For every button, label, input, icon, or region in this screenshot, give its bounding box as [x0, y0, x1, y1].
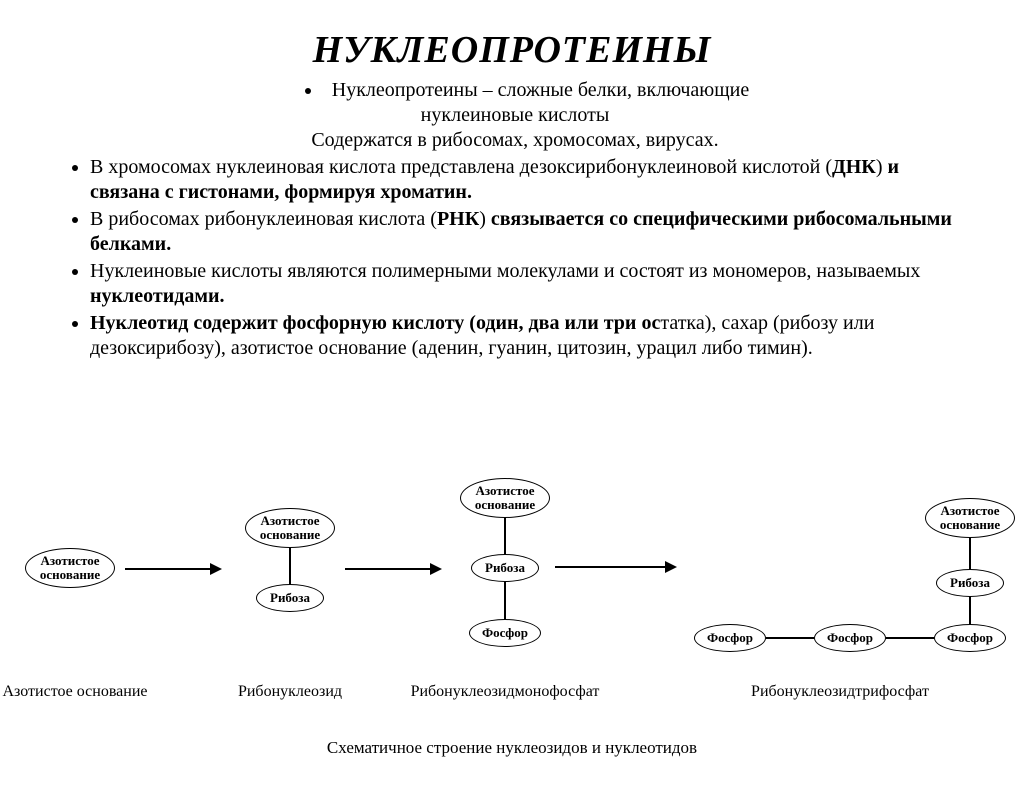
diagram-edge [504, 582, 506, 619]
diagram-arrow [345, 568, 440, 570]
b2-text-c: ) [479, 208, 491, 230]
b3-text-a: Нуклеиновые кислоты являются полимерными… [90, 260, 920, 282]
bullet-1: В хромосомах нуклеиновая кислота предста… [90, 155, 964, 205]
b4-bold: Нуклеотид содержит фосфорную кислоту (од… [90, 312, 660, 334]
diagram-edge [969, 597, 971, 624]
bullet-4: Нуклеотид содержит фосфорную кислоту (од… [90, 311, 964, 361]
diagram-edge [766, 637, 814, 639]
bullet-3: Нуклеиновые кислоты являются полимерными… [90, 259, 964, 309]
b1-bold-dnk: ДНК [832, 156, 876, 178]
diagram-node-c4-phos2: Фосфор [814, 624, 886, 652]
diagram-edge [886, 637, 934, 639]
diagram-node-c4-base: Азотистое основание [925, 498, 1015, 538]
column-label: Рибонуклеозидмонофосфат [375, 683, 635, 701]
diagram-node-c2-ribose: Рибоза [256, 584, 324, 612]
diagram-edge [969, 538, 971, 569]
diagram-arrow [125, 568, 220, 570]
column-label: Рибонуклеозидтрифосфат [710, 683, 970, 701]
diagram-node-c4-phos3: Фосфор [934, 624, 1006, 652]
nucleotide-diagram: Азотистое основание Азотистое основание Ри… [0, 458, 1024, 698]
b2-text-a: В рибосомах рибонуклеиновая кислота ( [90, 208, 437, 230]
diagram-node-c4-phos1: Фосфор [694, 624, 766, 652]
intro-line2: нуклеиновые кислоты [421, 103, 610, 128]
diagram-edge [289, 548, 291, 584]
body-bullets: В хромосомах нуклеиновая кислота предста… [90, 155, 964, 361]
diagram-node-c4-ribose: Рибоза [936, 569, 1004, 597]
bullet-2: В рибосомах рибонуклеиновая кислота (РНК… [90, 207, 964, 257]
intro-line3: Содержатся в рибосомах, хромосомах, виру… [311, 128, 718, 153]
diagram-caption: Схематичное строение нуклеозидов и нукле… [0, 738, 1024, 758]
diagram-arrow [555, 566, 675, 568]
b3-bold: нуклеотидами. [90, 285, 225, 307]
page-title: НУКЛЕОПРОТЕИНЫ [0, 28, 1024, 72]
b1-text-a: В хромосомах нуклеиновая кислота предста… [90, 156, 832, 178]
b1-text-c: ) [876, 156, 888, 178]
diagram-node-c1-base: Азотистое основание [25, 548, 115, 588]
diagram-edge [504, 518, 506, 554]
intro-list: Нуклеопротеины – сложные белки, включающ… [90, 78, 964, 153]
diagram-node-c3-ribose: Рибоза [471, 554, 539, 582]
intro-bullet: Нуклеопротеины – сложные белки, включающ… [210, 78, 844, 153]
diagram-node-c3-base: Азотистое основание [460, 478, 550, 518]
diagram-node-c2-base: Азотистое основание [245, 508, 335, 548]
diagram-node-c3-phos: Фосфор [469, 619, 541, 647]
b2-bold-rnk: РНК [437, 208, 479, 230]
intro-line1: Нуклеопротеины – сложные белки, включающ… [332, 79, 749, 101]
